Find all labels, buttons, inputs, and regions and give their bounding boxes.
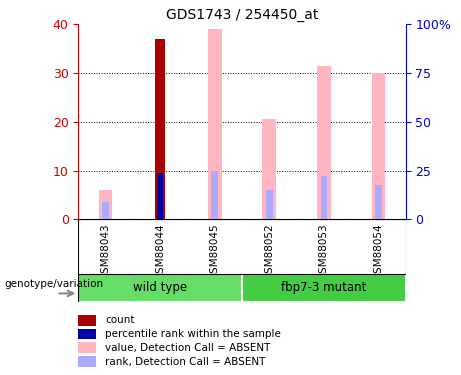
Text: count: count [105,315,135,325]
Bar [242,274,406,302]
Bar [78,342,96,353]
Bar [262,119,276,219]
Text: GSM88054: GSM88054 [373,224,384,280]
Bar [375,185,382,219]
Text: rank, Detection Call = ABSENT: rank, Detection Call = ABSENT [105,357,265,367]
Bar [208,29,222,219]
Bar [78,274,242,302]
Bar [320,176,327,219]
Text: GSM88044: GSM88044 [155,224,165,280]
Bar [102,202,109,219]
Title: GDS1743 / 254450_at: GDS1743 / 254450_at [166,8,318,22]
Bar [99,190,112,219]
Text: genotype/variation: genotype/variation [5,279,104,289]
Bar [266,190,272,219]
Text: value, Detection Call = ABSENT: value, Detection Call = ABSENT [105,343,270,353]
Bar [158,173,163,219]
Text: wild type: wild type [133,281,187,294]
Text: GSM88052: GSM88052 [264,224,274,280]
Bar [78,328,96,339]
Text: GSM88045: GSM88045 [210,224,220,280]
Text: percentile rank within the sample: percentile rank within the sample [105,329,281,339]
Bar [372,73,385,219]
Bar [155,39,165,219]
Bar [78,356,96,367]
Bar [317,66,331,219]
Text: fbp7-3 mutant: fbp7-3 mutant [281,281,366,294]
Bar [78,315,96,326]
Text: GSM88053: GSM88053 [319,224,329,280]
Text: GSM88043: GSM88043 [100,224,111,280]
Bar [212,171,218,219]
